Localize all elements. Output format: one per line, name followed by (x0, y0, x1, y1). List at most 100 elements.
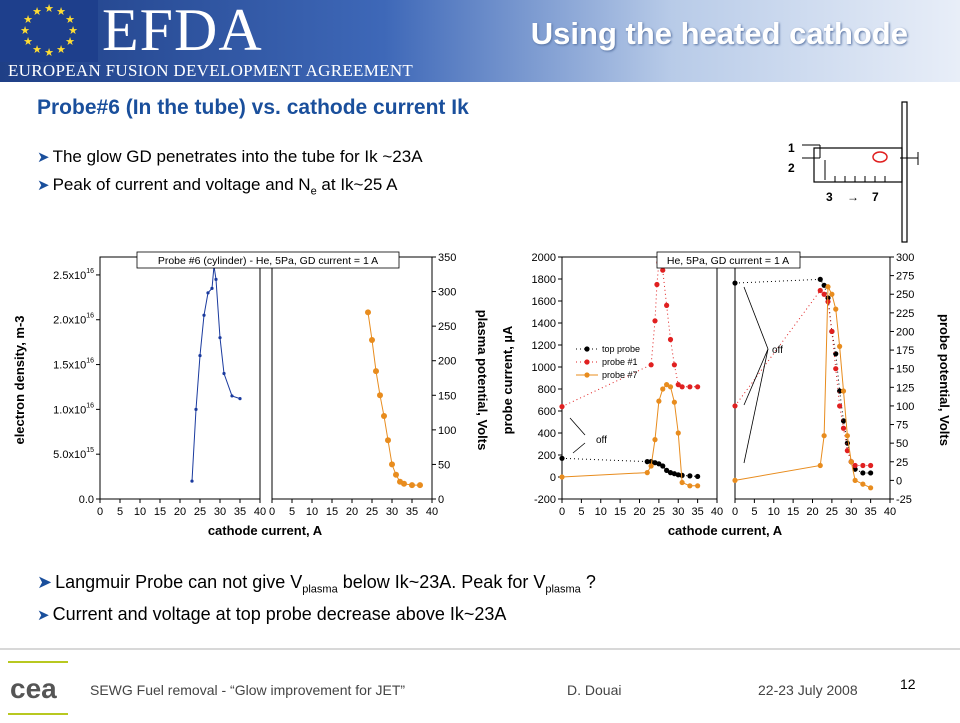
tick-label: 10 (134, 506, 146, 518)
y-axis-label: probe potential, Volts (937, 314, 952, 446)
arrow-bullet-icon: ➤ (37, 149, 50, 166)
annotation-arrow (572, 442, 586, 454)
footer-divider (0, 648, 960, 650)
data-point (852, 466, 858, 472)
tick-label: 600 (538, 406, 556, 418)
annotation-arrow (569, 417, 586, 436)
data-point (840, 388, 847, 394)
tick-label: 0 (559, 506, 565, 518)
data-point (687, 483, 693, 489)
tick-label: 25 (366, 506, 378, 518)
data-point (648, 362, 654, 368)
data-point (377, 392, 383, 399)
data-point (679, 479, 685, 486)
footer-author: D. Douai (567, 682, 622, 698)
probe-schematic: 1 2 3 → 7 (788, 101, 919, 243)
data-point (652, 318, 658, 324)
series-line (561, 256, 698, 408)
series-line (734, 278, 871, 474)
tick-label: 35 (406, 506, 418, 518)
data-point (817, 462, 823, 469)
bullet-item: ➤ The glow GD penetrates into the tube fo… (37, 147, 423, 167)
data-point (644, 470, 650, 476)
annotation-label: off (772, 345, 783, 356)
data-point (369, 336, 375, 343)
data-point (656, 398, 662, 404)
data-point (833, 306, 839, 312)
tick-label: 200 (438, 356, 456, 368)
data-point (664, 302, 670, 308)
bullet-text: Langmuir Probe can not give V (55, 572, 303, 592)
tick-label: 20 (633, 506, 645, 518)
data-point (833, 351, 839, 357)
tick-label: 200 (896, 326, 914, 338)
tick-label: 50 (896, 438, 908, 450)
plot-frame (271, 256, 433, 500)
tick-label: 0 (269, 506, 275, 518)
footer-event: SEWG Fuel removal - “Glow improvement fo… (90, 682, 406, 698)
slide-subtitle: Probe#6 (In the tube) vs. cathode curren… (37, 96, 469, 119)
tick-label: 150 (896, 364, 914, 376)
data-point (675, 430, 681, 436)
data-point (652, 437, 658, 443)
tick-label: 40 (426, 506, 438, 518)
tick-label: 75 (896, 420, 908, 432)
data-point (385, 437, 391, 444)
tick-label: 35 (865, 506, 877, 518)
tick-label: 100 (438, 425, 456, 437)
tick-label: 15 (614, 506, 626, 518)
svg-text:★: ★ (68, 25, 78, 37)
bullet-text: below Ik~23A. Peak for V (337, 572, 546, 592)
data-point (671, 399, 677, 405)
tick-label: 25 (194, 506, 206, 518)
chart-title: Probe #6 (cylinder) - He, 5Pa, GD curren… (158, 255, 378, 267)
data-point (817, 287, 823, 294)
header-banner (0, 0, 960, 82)
tick-label: 300 (438, 287, 456, 299)
slide-title: Using the heated cathode (530, 16, 908, 51)
data-point (675, 382, 681, 388)
data-point (664, 382, 670, 388)
svg-text:★: ★ (65, 36, 75, 48)
data-point (214, 277, 218, 282)
data-point (848, 459, 854, 465)
cea-logo-icon: cea (8, 661, 68, 715)
x-axis-label: cathode current, A (668, 523, 783, 538)
legend-label: probe #1 (602, 357, 638, 367)
data-point (837, 343, 843, 349)
data-point (401, 480, 407, 487)
tick-label: 15 (787, 506, 799, 518)
footer-date: 22-23 July 2008 (758, 682, 858, 698)
tick-label: 20 (174, 506, 186, 518)
tick-label: 0 (438, 494, 444, 506)
data-point (660, 463, 666, 469)
bullet-text: Peak of current and voltage and N (52, 175, 311, 194)
data-point (381, 413, 387, 420)
plot-frame (99, 256, 261, 500)
arrow-right-icon: → (847, 190, 859, 204)
subscript: e (310, 185, 317, 198)
data-point (679, 384, 685, 390)
data-point (667, 336, 674, 343)
svg-text:★: ★ (56, 44, 66, 56)
data-point (695, 384, 701, 390)
data-point (732, 280, 738, 286)
tick-label: 300 (896, 252, 914, 264)
schematic-label-7: 7 (872, 190, 879, 204)
plot-frame (734, 256, 891, 500)
data-point (817, 276, 823, 282)
chart-electron-density-plasma-potential: 0 5 10 15 20 25 30 35 40 0.0 5.0x1015 1.0x1016 1.5x1… (12, 251, 490, 538)
schematic-label-2: 2 (788, 161, 795, 175)
data-point (667, 384, 674, 390)
tick-label: 175 (896, 345, 914, 357)
data-point (218, 336, 222, 340)
tick-label: 25 (896, 457, 908, 469)
data-point (695, 473, 701, 480)
data-point (679, 472, 685, 478)
tick-label: 10 (306, 506, 318, 518)
tick-label: 5 (117, 506, 123, 518)
data-point (230, 394, 234, 398)
schematic-label-1: 1 (788, 141, 795, 155)
data-point (198, 353, 202, 358)
svg-text:★: ★ (44, 47, 54, 59)
